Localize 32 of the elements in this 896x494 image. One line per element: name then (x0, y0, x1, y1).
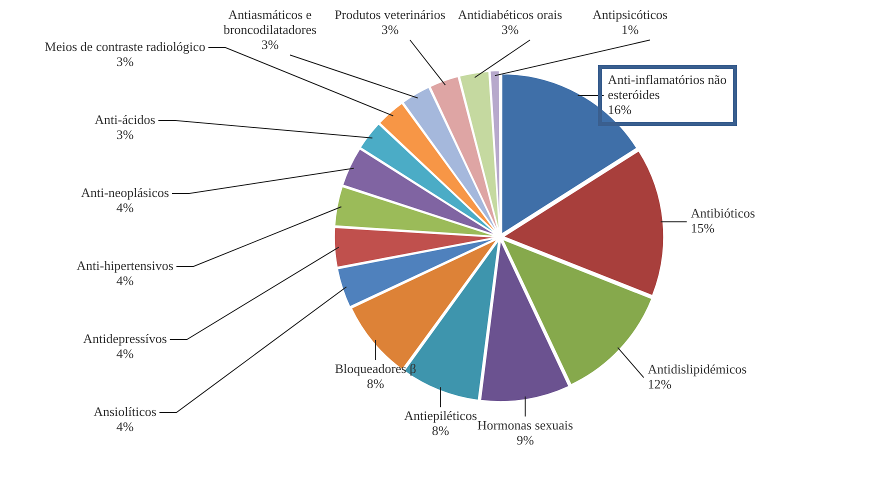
slice-label: Antidepressívos (83, 330, 167, 346)
data-label: 4% (116, 200, 134, 215)
slice-label: Antibióticos (690, 206, 756, 221)
slice-label: Anti-neoplásicos (80, 184, 170, 200)
slice-label: Antiasmáticos e broncodilatadores (223, 6, 317, 37)
slice-label: Anti-ácidos (94, 112, 156, 127)
data-label: 4% (116, 272, 134, 288)
data-label: 3% (261, 36, 279, 52)
data-label: 4% (116, 418, 134, 434)
slice-label: Antipsicóticos (592, 6, 668, 22)
slice-label: Ansiolíticos (94, 404, 156, 419)
slice-label: Hormonas sexuais (477, 417, 574, 432)
slice-label: Antiepiléticos (404, 408, 478, 424)
data-label: 12% (648, 376, 672, 392)
data-label: 9% (516, 432, 534, 448)
data-label: 3% (501, 22, 519, 37)
data-label: 8% (366, 376, 384, 391)
slice-label: Anti-hipertensivos (76, 258, 174, 273)
data-label: 3% (116, 54, 134, 69)
data-label: 8% (432, 423, 450, 438)
data-label: 3% (381, 22, 399, 37)
slice-label: Meios de contraste radiológico (44, 38, 206, 54)
slice-label: Anti-inflamatórios não esteróides (608, 72, 727, 102)
slice-label: Produtos veterinários (334, 6, 446, 22)
data-label: 15% (690, 220, 715, 236)
data-label: 16% (608, 102, 632, 117)
slice-label: Bloqueadores β (334, 360, 417, 376)
slice-label: Antidiabéticos orais (458, 6, 562, 22)
data-label: 3% (116, 126, 134, 142)
slice-label: Antidislipidémicos (648, 361, 747, 376)
data-label: 4% (116, 346, 134, 361)
data-label: 1% (621, 22, 639, 37)
